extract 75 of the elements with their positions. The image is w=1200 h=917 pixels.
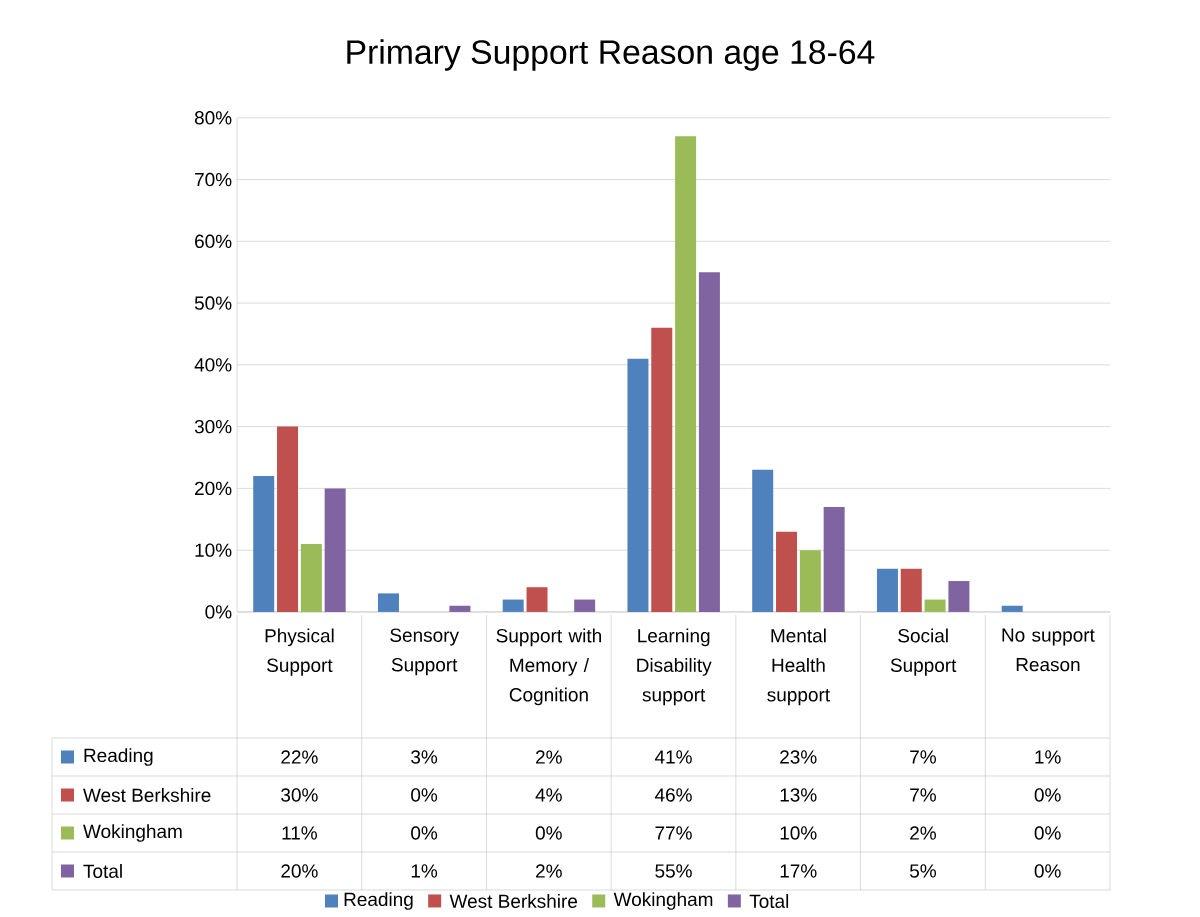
y-tick-label: 80% xyxy=(194,111,232,125)
data-label: 23% xyxy=(780,750,817,764)
data-label: 10% xyxy=(780,826,817,840)
data-label: 46% xyxy=(654,788,692,802)
bar xyxy=(574,599,596,612)
text: West Berkshire xyxy=(449,894,578,908)
x-tick-label: Mental Health support xyxy=(767,628,830,706)
bar xyxy=(253,476,275,612)
y-tick-label: 70% xyxy=(195,172,232,187)
data-label: 7% xyxy=(910,750,936,764)
data-label: 5% xyxy=(909,864,936,878)
x-tick-label: Learning Disability support xyxy=(637,628,712,706)
bar xyxy=(876,568,898,612)
legend-label: Reading xyxy=(84,748,153,766)
data-label: 2% xyxy=(536,864,562,878)
data-label: 0% xyxy=(411,826,438,840)
data-label: 0% xyxy=(535,826,562,840)
y-tick-label: 20% xyxy=(195,481,232,496)
chart-title: Primary Support Reason age 18-64 xyxy=(347,39,875,71)
data-label: 30% xyxy=(281,788,318,802)
data-label: 2% xyxy=(536,750,562,764)
data-label: 7% xyxy=(910,788,936,802)
y-tick-label: 30% xyxy=(194,419,232,434)
data-label: 2% xyxy=(910,826,936,840)
data-label: 4% xyxy=(535,788,562,802)
x-tick-label: Social Support xyxy=(890,628,957,676)
data-label: 0% xyxy=(411,788,438,802)
bar xyxy=(900,568,922,612)
legend-label: Total xyxy=(749,894,789,908)
data-label: 0% xyxy=(1034,788,1061,802)
bar xyxy=(324,488,346,612)
bar xyxy=(627,358,649,612)
y-tick-label: 60% xyxy=(195,234,232,249)
bar xyxy=(277,426,299,612)
x-tick-label: Sensory Support xyxy=(390,628,459,676)
data-label: 77% xyxy=(655,826,692,840)
bar xyxy=(823,506,845,612)
data-label: 0% xyxy=(1034,826,1061,840)
data-label: 1% xyxy=(1035,750,1061,764)
bar xyxy=(924,599,946,612)
bar xyxy=(502,599,524,612)
y-tick-label: 10% xyxy=(195,543,232,557)
text: Total xyxy=(83,864,122,878)
data-label: 22% xyxy=(281,750,318,764)
bar xyxy=(1001,605,1023,612)
text: Wokingham xyxy=(613,892,713,910)
bar xyxy=(526,587,548,612)
data-label: 20% xyxy=(281,864,318,878)
bar xyxy=(651,327,673,612)
bar xyxy=(799,550,821,612)
bar xyxy=(377,593,399,612)
data-label: 55% xyxy=(655,864,692,878)
data-label: 1% xyxy=(411,864,438,878)
data-label: 41% xyxy=(654,750,692,764)
data-label: 11% xyxy=(282,826,317,840)
data-label: 0% xyxy=(1034,864,1061,878)
bar xyxy=(300,543,322,612)
data-label: 3% xyxy=(411,750,438,764)
bar xyxy=(675,136,697,612)
y-tick-label: 40% xyxy=(194,358,232,372)
data-label: 17% xyxy=(780,864,817,878)
x-tick-label: No support Reason xyxy=(1002,628,1095,672)
data-label: 13% xyxy=(780,788,817,802)
legend-label: Wokingham xyxy=(83,824,182,842)
bar xyxy=(449,605,471,612)
bar xyxy=(948,581,970,612)
y-tick-label: 0% xyxy=(205,605,232,619)
x-tick-label: Physical Support xyxy=(265,628,334,676)
bar xyxy=(698,272,720,612)
x-tick-label: Support with Memory / Cognition xyxy=(496,628,601,706)
y-tick-label: 50% xyxy=(194,296,232,310)
bar xyxy=(776,531,798,612)
bar xyxy=(752,469,774,612)
legend-label: West Berkshire xyxy=(83,788,211,802)
text: Reading xyxy=(344,892,413,910)
